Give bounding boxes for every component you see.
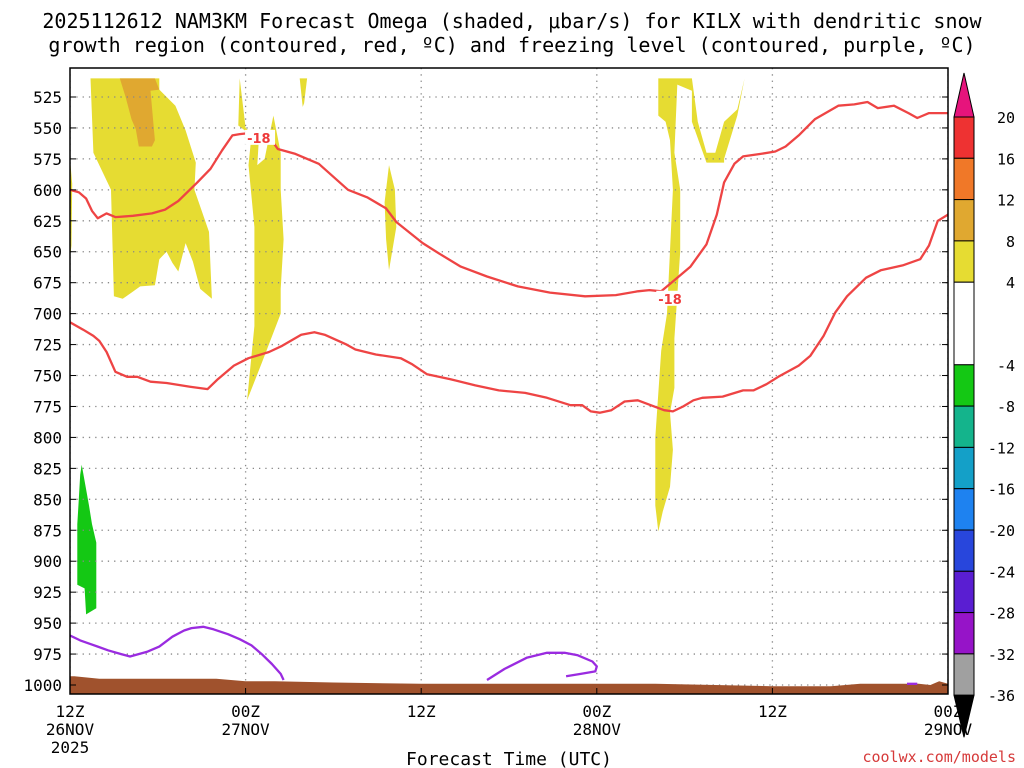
omega-positive-4-8-area <box>384 165 397 271</box>
colorbar-tick-label: 4 <box>1006 274 1015 292</box>
freezing-level-contour-1 <box>70 625 285 681</box>
colorbar-tick-label: -16 <box>988 481 1015 499</box>
plot-frame <box>69 67 949 695</box>
colorbar-bin <box>953 281 975 366</box>
y-tick-label: 650 <box>33 243 62 262</box>
colorbar-bin <box>953 570 975 614</box>
omega-positive-8-12-area <box>119 78 160 147</box>
y-tick-label: 625 <box>33 212 62 231</box>
x-tick-label-line-3: 2025 <box>51 738 90 757</box>
x-tick-label-line-1: 00Z <box>934 702 963 721</box>
y-tick-label: 550 <box>33 119 62 138</box>
colorbar-bin <box>953 446 975 490</box>
x-tick-label-line-1: 00Z <box>231 702 260 721</box>
y-tick-label: 800 <box>33 428 62 447</box>
watermark-url: coolwx.com/models <box>862 748 1016 766</box>
colorbar-bin <box>953 653 975 696</box>
y-tick-label: 675 <box>33 274 62 293</box>
colorbar-bin <box>953 488 975 531</box>
y-tick-label: 825 <box>33 459 62 478</box>
contour-label-background <box>245 129 276 145</box>
y-tick-label: 750 <box>33 367 62 386</box>
colorbar-tick-label: -32 <box>988 646 1015 664</box>
y-axis: 525 550 575 600 625 650 675 700 725 750 775 800 825 8… <box>23 88 948 695</box>
x-tick-label-line-2: 27NOV <box>222 720 271 739</box>
colorbar-bin <box>953 364 975 407</box>
freezing-level-contour-2 <box>486 651 598 681</box>
y-tick-label: 700 <box>33 305 62 324</box>
y-tick-label: 900 <box>33 552 62 571</box>
x-tick-label-line-1: 12Z <box>758 702 787 721</box>
terrain-fill <box>70 676 948 694</box>
dgz-upper-contour <box>70 100 948 298</box>
x-tick-label-line-1: 12Z <box>407 702 436 721</box>
x-tick-label-line-2: 26NOV <box>46 720 95 739</box>
x-tick-label-line-2: 28NOV <box>573 720 622 739</box>
colorbar-tick-label: -4 <box>997 357 1015 375</box>
colorbar-bin <box>953 405 975 448</box>
y-tick-label: 950 <box>33 614 62 633</box>
y-tick-label: 975 <box>33 645 62 664</box>
dgz-contour-label: -18 <box>658 293 682 308</box>
colorbar-bin <box>953 157 975 201</box>
colorbar-top-triangle <box>953 72 975 118</box>
plot-clipped-group: -18 -18 <box>70 68 948 694</box>
y-tick-label: 775 <box>33 397 62 416</box>
omega-positive-4-8-area <box>655 78 745 532</box>
y-tick-label: 1000 <box>23 676 62 695</box>
colorbar-tick-label: -36 <box>988 687 1015 705</box>
contour-label-background <box>656 290 687 306</box>
y-tick-label: 875 <box>33 521 62 540</box>
x-tick-label-line-1: 00Z <box>582 702 611 721</box>
colorbar-bin <box>953 240 975 283</box>
y-tick-label: 525 <box>33 88 62 107</box>
omega-positive-4-8-area <box>90 78 212 299</box>
chart-title-line-1: 2025112612 NAM3KM Forecast Omega (shaded… <box>42 9 982 33</box>
colorbar: 20 16 12 8 4 -4 -8 -12 -16 -20 -24 -28 -32 -36 <box>953 72 1015 738</box>
colorbar-tick-label: 20 <box>997 109 1015 127</box>
colorbar-tick-label: -12 <box>988 439 1015 457</box>
colorbar-tick-label: -8 <box>997 398 1015 416</box>
x-tick-label-line-2: 29NOV <box>924 720 973 739</box>
colorbar-tick-label: -24 <box>988 563 1015 581</box>
y-tick-label: 725 <box>33 336 62 355</box>
y-tick-label: 850 <box>33 490 62 509</box>
plot-area: -18 -18 <box>70 68 948 694</box>
colorbar-bin <box>953 116 975 159</box>
colorbar-tick-label: -28 <box>988 605 1015 623</box>
dgz-lower-contour <box>70 213 948 414</box>
colorbar-tick-label: 16 <box>997 150 1015 168</box>
colorbar-bin <box>953 199 975 242</box>
omega-negative-4-8-area <box>77 464 97 615</box>
y-tick-label: 925 <box>33 583 62 602</box>
x-axis-label: Forecast Time (UTC) <box>406 749 612 768</box>
colorbar-tick-label: 12 <box>997 192 1015 210</box>
colorbar-bottom-triangle <box>953 694 975 738</box>
colorbar-bin <box>953 529 975 572</box>
dgz-contour-label: -18 <box>247 132 271 147</box>
colorbar-tick-label: 8 <box>1006 233 1015 251</box>
chart-title-line-2: growth region (contoured, red, ºC) and f… <box>48 33 975 57</box>
colorbar-bin <box>953 612 975 655</box>
omega-positive-4-8-area <box>299 78 308 107</box>
x-tick-label-line-1: 12Z <box>56 702 85 721</box>
colorbar-tick-label: -20 <box>988 522 1015 540</box>
y-tick-label: 600 <box>33 181 62 200</box>
y-tick-label: 575 <box>33 150 62 169</box>
